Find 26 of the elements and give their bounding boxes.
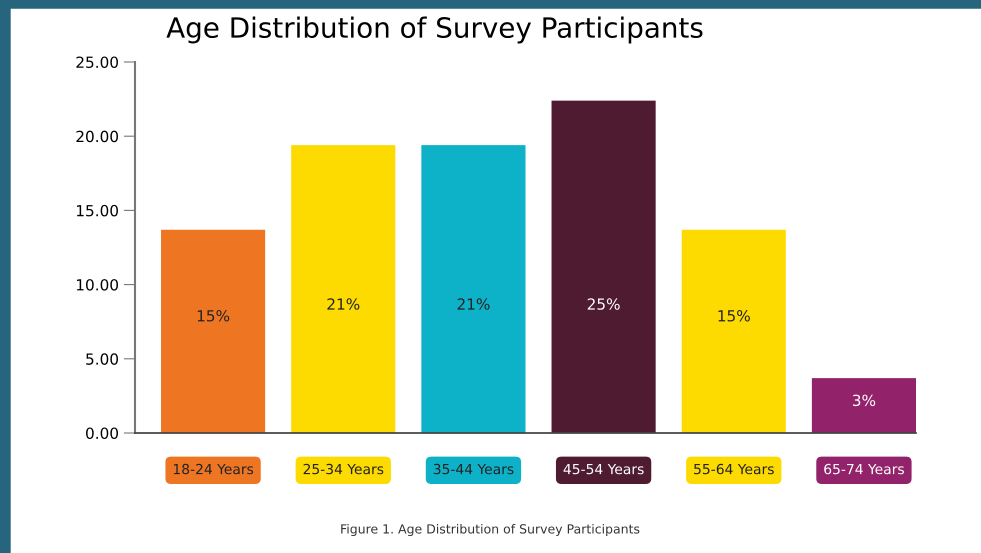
bar	[161, 230, 266, 433]
y-tick-label: 10.00	[76, 279, 118, 291]
x-tick-label: 65-74 Years	[824, 464, 904, 474]
annotation: 25%	[588, 298, 620, 310]
caption: Figure 1. Age Distribution of Survey Participants	[341, 524, 640, 536]
y-tick-label: 0.00	[86, 427, 118, 440]
bar	[812, 378, 916, 433]
x-tick-label: 55-64 Years	[694, 464, 774, 474]
x-tick-label: 18-24 Years	[174, 464, 254, 474]
bar	[291, 145, 396, 433]
y-tick-label: 15.00	[76, 204, 118, 216]
bar	[421, 145, 526, 433]
y-tick-label: 25.00	[76, 56, 118, 68]
x-tick-label: 25-34 Years	[304, 464, 384, 474]
x-tick-label: 35-44 Years	[434, 464, 514, 474]
annotation: 15%	[718, 310, 750, 322]
y-tick-label: 20.00	[76, 130, 118, 142]
y-tick-label: 5.00	[86, 353, 118, 365]
annotation: 3%	[852, 394, 876, 406]
chart-title: Age Distribution of Survey Participants	[166, 16, 702, 44]
annotation: 21%	[327, 298, 360, 310]
annotation: 15%	[198, 310, 230, 322]
x-tick-label: 45-54 Years	[564, 464, 644, 474]
bar	[682, 230, 786, 433]
annotation: 21%	[458, 298, 490, 310]
bar	[552, 100, 656, 433]
